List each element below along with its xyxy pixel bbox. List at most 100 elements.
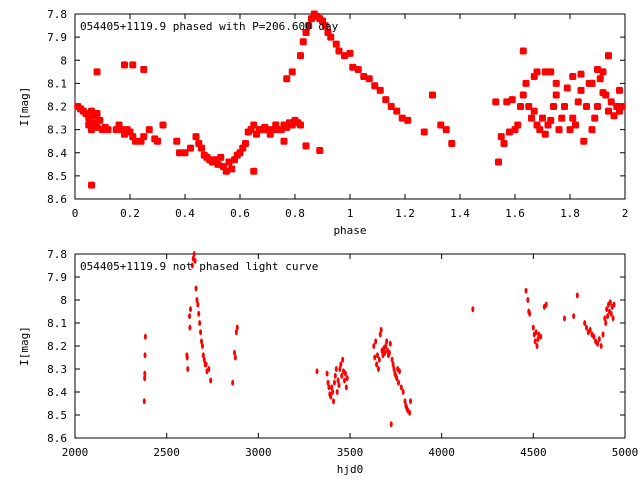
y-tick-label: 8 (60, 54, 67, 67)
data-point (189, 306, 192, 313)
data-point (288, 68, 296, 76)
data-point (558, 114, 566, 122)
data-point (594, 66, 601, 73)
data-point (497, 133, 505, 141)
data-point (200, 338, 203, 345)
data-point (360, 72, 368, 80)
data-point (233, 349, 236, 356)
data-point (338, 366, 342, 372)
data-point (588, 326, 592, 333)
data-point (616, 86, 623, 94)
data-point (379, 326, 383, 333)
data-point (535, 343, 539, 349)
data-point (181, 149, 189, 157)
data-point (297, 121, 304, 129)
x-tick-label: 5000 (612, 446, 639, 459)
data-point (388, 340, 392, 347)
data-point (594, 103, 601, 110)
unphased-plot-frame (74, 253, 626, 439)
data-point (608, 299, 612, 306)
data-point (575, 292, 579, 299)
data-point (225, 158, 233, 166)
data-point (599, 89, 607, 97)
data-point (140, 133, 148, 141)
data-point (610, 112, 618, 120)
data-point (193, 257, 197, 264)
data-point (214, 160, 222, 168)
data-point (297, 52, 304, 60)
data-point (517, 103, 524, 110)
data-point (143, 333, 147, 340)
data-point (335, 389, 339, 395)
y-tick-label: 8.5 (47, 409, 67, 422)
data-point (525, 103, 533, 110)
y-tick-label: 7.8 (47, 8, 67, 21)
phased-points (74, 10, 626, 189)
data-point (143, 370, 147, 377)
data-point (561, 103, 568, 110)
data-point (373, 354, 377, 361)
data-point (376, 352, 379, 359)
data-point (536, 336, 540, 343)
data-point (321, 22, 329, 30)
data-point (603, 315, 607, 322)
data-point (159, 121, 167, 129)
unphased-y-axis-label: I[mag] (18, 326, 31, 366)
data-point (341, 356, 345, 363)
data-point (580, 137, 588, 145)
data-point (302, 142, 310, 150)
data-point (389, 421, 393, 428)
data-point (588, 79, 596, 87)
data-point (536, 126, 544, 134)
data-point (552, 79, 560, 87)
data-point (372, 343, 376, 349)
data-point (176, 149, 183, 157)
data-point (202, 356, 206, 363)
data-point (604, 320, 608, 326)
data-point (585, 324, 588, 331)
data-point (326, 379, 330, 386)
data-point (555, 126, 563, 134)
data-point (195, 297, 199, 303)
data-point (200, 343, 204, 349)
data-point (327, 33, 335, 41)
data-point (592, 333, 596, 340)
data-point (533, 338, 537, 345)
data-point (577, 86, 585, 94)
data-point (197, 310, 201, 317)
phased-plot-frame (74, 13, 626, 200)
data-point (442, 126, 450, 134)
data-point (283, 75, 291, 83)
data-point (198, 320, 202, 326)
data-point (332, 398, 335, 405)
data-point (397, 379, 401, 386)
data-point (93, 123, 101, 131)
x-tick-label: 1.8 (560, 207, 580, 220)
data-point (330, 384, 334, 391)
x-tick-label: 0 (72, 207, 79, 220)
data-point (530, 72, 538, 80)
data-point (539, 114, 546, 122)
y-tick-label: 7.9 (47, 31, 67, 44)
data-point (429, 91, 436, 99)
data-point (196, 301, 200, 308)
data-point (188, 313, 192, 320)
data-point (235, 324, 239, 331)
data-point (552, 91, 560, 99)
x-tick-label: 3500 (337, 446, 364, 459)
y-tick-label: 8.1 (47, 317, 67, 330)
data-point (569, 72, 577, 80)
data-point (500, 140, 508, 147)
data-point (339, 361, 343, 368)
data-point (228, 165, 236, 173)
data-point (188, 324, 192, 331)
data-point (409, 398, 412, 405)
data-point (618, 103, 626, 110)
unphased-points (142, 251, 616, 428)
data-point (385, 338, 389, 345)
y-tick-label: 8.2 (47, 340, 67, 353)
data-point (88, 181, 95, 189)
data-point (572, 121, 579, 129)
data-point (530, 107, 538, 115)
phased-panel: 7.8 7.9 8 8.1 8.2 8.3 8.4 8.5 8.6 0 0.2 0.4 0.6 0.8 1… (18, 8, 628, 237)
